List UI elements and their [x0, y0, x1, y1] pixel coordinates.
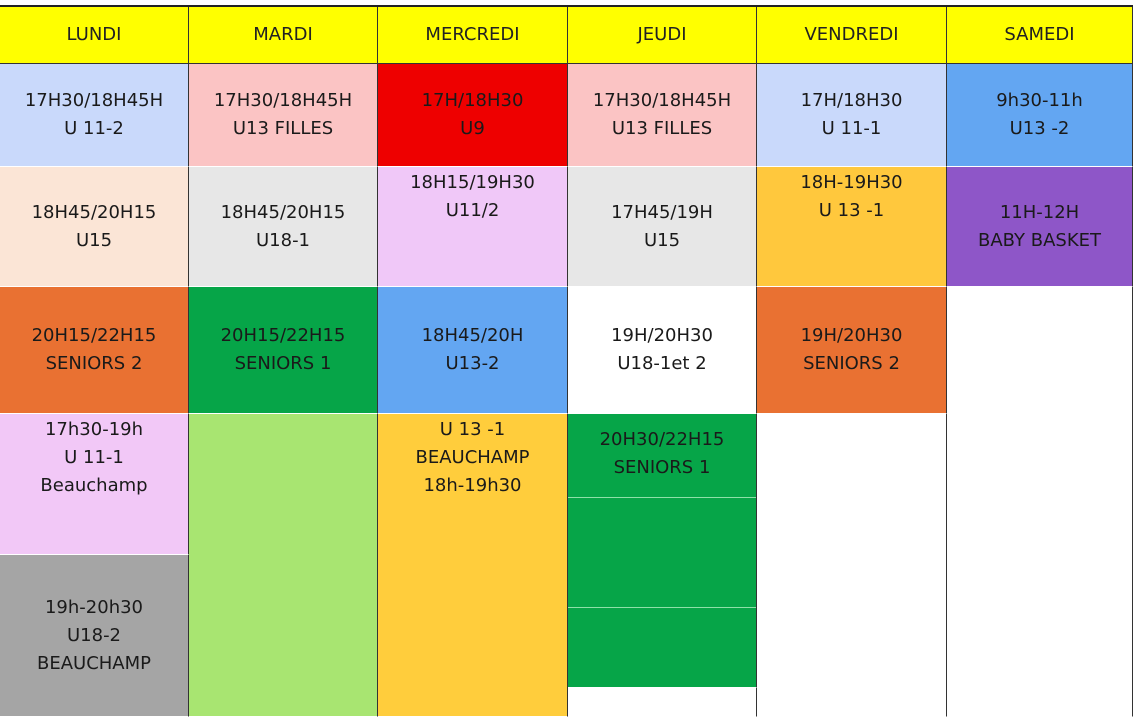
slot-text: U13 FILLES [232, 118, 334, 139]
slot-text: 20H15/22H15 [220, 325, 346, 346]
schedule-slot: 20H30/22H15 SENIORS 1 [568, 414, 757, 688]
schedule-slot: 17H30/18H45H U 11-2 [0, 64, 189, 167]
slot-text: BEAUCHAMP [36, 652, 151, 674]
slot-text: 18H45/20H15 [220, 201, 346, 223]
schedule-slot [947, 287, 1133, 717]
slot-text: 18H15/19H30 [410, 172, 535, 193]
row-divider [568, 497, 756, 498]
schedule-slot: 11H-12H BABY BASKET [947, 167, 1133, 287]
slot-text: 17H30/18H45H [592, 90, 732, 111]
slot-text: U15 [643, 229, 681, 251]
slot-text: SENIORS 2 [45, 353, 143, 374]
slot-text: 17H30/18H45H [24, 90, 164, 111]
schedule-slot: 18H15/19H30 U11/2 [378, 167, 568, 287]
schedule-slot: 19h-20h30 U18-2 BEAUCHAMP [0, 555, 189, 717]
schedule-slot: 17H30/18H45H U13 FILLES [189, 64, 378, 167]
schedule-slot: 20H15/22H15 SENIORS 1 [189, 287, 378, 414]
slot-text: SENIORS 1 [234, 353, 332, 374]
day-header-jeudi: JEUDI [568, 7, 757, 64]
slot-text: 20H30/22H15 [599, 429, 725, 450]
slot-text: 17H30/18H45H [213, 90, 353, 111]
schedule-slot: 17h30-19h U 11-1 Beauchamp [0, 414, 189, 555]
slot-text: U18-1et 2 [617, 353, 707, 374]
slot-text: 17h30-19h [44, 419, 144, 440]
slot-text: U13-2 [445, 353, 500, 374]
slot-text: BABY BASKET [977, 229, 1101, 251]
slot-text: U11/2 [445, 200, 500, 221]
schedule-slot [568, 688, 757, 717]
schedule-slot: 17H30/18H45H U13 FILLES [568, 64, 757, 167]
slot-text: U18-1 [255, 229, 311, 251]
schedule-slot: 20H15/22H15 SENIORS 2 [0, 287, 189, 414]
slot-text: 19h-20h30 [44, 596, 144, 618]
day-header-mardi: MARDI [189, 7, 378, 64]
slot-text: SENIORS 1 [613, 457, 711, 478]
slot-text: 11H-12H [999, 201, 1080, 223]
schedule-slot [757, 414, 947, 717]
slot-text: U15 [75, 229, 113, 251]
slot-text: SENIORS 2 [803, 353, 900, 374]
schedule-slot: U 13 -1 BEAUCHAMP 18h-19h30 [378, 414, 568, 717]
slot-text: 20H15/22H15 [31, 325, 157, 346]
slot-text: 18h-19h30 [423, 475, 522, 496]
day-header-mercredi: MERCREDI [378, 7, 568, 64]
day-header-lundi: LUNDI [0, 7, 189, 64]
slot-text: 19H/20H30 [800, 325, 903, 346]
schedule-slot: 18H45/20H U13-2 [378, 287, 568, 414]
slot-text: 18H45/20H [421, 325, 524, 346]
schedule-slot: 9h30-11h U13 -2 [947, 64, 1133, 167]
slot-text: U 11-1 [64, 447, 124, 468]
day-header-vendredi: VENDREDI [757, 7, 947, 64]
slot-text: U18-2 [66, 624, 122, 646]
schedule-slot [189, 414, 378, 717]
slot-text: 19H/20H30 [611, 325, 713, 346]
slot-text: U13 FILLES [611, 118, 713, 139]
slot-text: 17H45/19H [611, 201, 713, 223]
schedule-slot: 19H/20H30 U18-1et 2 [568, 287, 757, 414]
slot-text: U 13 -1 [439, 419, 506, 440]
slot-text: Beauchamp [40, 475, 148, 496]
day-header-samedi: SAMEDI [947, 7, 1133, 64]
slot-text: U 13 -1 [818, 200, 885, 221]
schedule-slot: 17H/18H30 U 11-1 [757, 64, 947, 167]
slot-text: 18H45/20H15 [31, 201, 157, 223]
slot-text: U 11-1 [821, 118, 882, 139]
slot-text: U 11-2 [64, 118, 124, 139]
slot-text: BEAUCHAMP [415, 447, 530, 468]
slot-text: U9 [460, 118, 485, 139]
row-divider [568, 607, 756, 608]
schedule-slot: 18H45/20H15 U15 [0, 167, 189, 287]
slot-text: U13 -2 [1009, 118, 1070, 139]
schedule-slot: 17H45/19H U15 [568, 167, 757, 287]
schedule-grid: LUNDI MARDI MERCREDI JEUDI VENDREDI SAMEDI 17H… [0, 5, 1133, 717]
schedule-slot: 17H/18H30 U9 [378, 64, 568, 167]
slot-text: 9h30-11h [996, 90, 1083, 111]
slot-text: 17H/18H30 [800, 90, 903, 111]
schedule-slot: 19H/20H30 SENIORS 2 [757, 287, 947, 414]
schedule-slot: 18H-19H30 U 13 -1 [757, 167, 947, 287]
slot-text: 17H/18H30 [421, 90, 524, 111]
schedule-slot: 18H45/20H15 U18-1 [189, 167, 378, 287]
slot-text: 18H-19H30 [800, 172, 903, 193]
